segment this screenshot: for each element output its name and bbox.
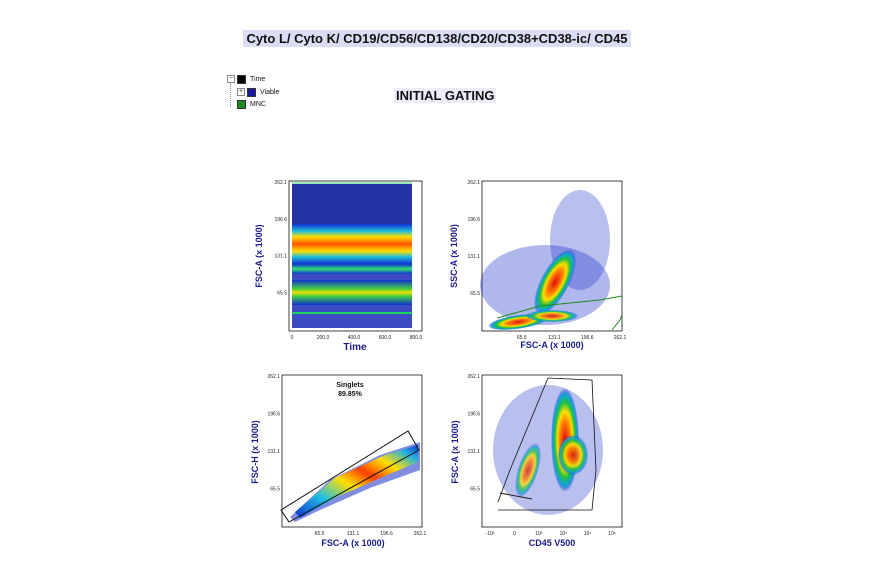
event-cloud-top [292, 184, 412, 224]
plot-time-vs-fsc: 0 200.0 400.0 600.0 800.0 65.5 131.1 196.6 262.… [254, 180, 422, 353]
band-main [292, 224, 412, 264]
y-axis-label: FSC-A (x 1000) [450, 420, 460, 483]
x-tick-label: 400.0 [348, 335, 361, 341]
cd45-gate [497, 377, 597, 511]
page-title: Cyto L/ Cyto K/ CD19/CD56/CD138/CD20/CD3… [0, 30, 874, 47]
x-ticks: 65.5 131.1 196.6 262.1 [315, 531, 427, 537]
x-ticks: -10² 0 10² 10³ 10⁴ 10⁵ [486, 531, 616, 537]
x-tick-label: 600.0 [379, 335, 392, 341]
section-subtitle: INITIAL GATING [394, 88, 497, 103]
y-tick-label: 65.5 [470, 487, 480, 493]
x-tick-label: -10² [486, 531, 495, 537]
x-axis-label: CD45 V500 [529, 538, 576, 548]
y-ticks: 65.5 131.1 196.6 262.1 [467, 374, 480, 493]
x-tick-label: 196.6 [581, 335, 594, 341]
y-tick-label: 131.1 [274, 254, 287, 260]
x-tick-label: 10³ [560, 531, 568, 537]
x-tick-label: 10² [535, 531, 543, 537]
mnc-gate-corner [611, 314, 623, 331]
gate-row-viable[interactable]: + Viable [237, 87, 279, 97]
y-tick-label: 262.1 [467, 180, 480, 186]
tree-connector [230, 83, 231, 107]
y-tick-label: 131.1 [467, 449, 480, 455]
plot-fsc-vs-ssc: 65.5 131.1 196.6 262.1 65.5131.1196.6262.1 … [449, 180, 626, 350]
gate-color-swatch [237, 99, 246, 109]
gate-row-time[interactable]: − Time [227, 74, 265, 84]
gate-row-mnc[interactable]: MNC [237, 99, 266, 109]
x-tick-label: 262.1 [414, 531, 427, 537]
y-tick-label: 131.1 [467, 254, 480, 260]
y-ticks: 65.5 131.1 196.6 262.1 [267, 374, 280, 493]
x-tick-label: 196.6 [380, 531, 393, 537]
x-axis-label: FSC-A (x 1000) [520, 340, 583, 350]
x-tick-label: 262.1 [614, 335, 627, 341]
x-axis-label: Time [343, 342, 367, 353]
x-axis-label: FSC-A (x 1000) [321, 538, 384, 548]
singlet-population [295, 445, 418, 518]
expand-icon[interactable]: + [237, 88, 245, 96]
band-secondary [292, 264, 412, 274]
x-tick-label: 65.5 [517, 335, 527, 341]
cd45-bright-population-lobe [558, 435, 588, 475]
gate-segment [499, 492, 533, 500]
y-axis-label: FSC-H (x 1000) [250, 420, 260, 484]
x-tick-label: 10⁴ [584, 531, 592, 537]
y-tick-label: 65.5 [277, 290, 287, 296]
monocyte-population [526, 310, 578, 322]
y-tick-label: 196.6 [274, 217, 287, 223]
x-tick-label: 131.1 [548, 335, 561, 341]
y-tick-label: 196.6 [467, 217, 480, 223]
x-tick-label: 131.1 [347, 531, 360, 537]
y-tick-label: 196.6 [267, 412, 280, 418]
x-tick-label: 65.5 [315, 531, 325, 537]
y-ticks: 65.5 131.1 196.6 262.1 [467, 180, 480, 297]
plot-cd45-vs-fsc: -10² 0 10² 10³ 10⁴ 10⁵ 65.5 131.1 196.6 262.1 CD… [450, 374, 623, 548]
mnc-gate [496, 295, 623, 319]
cd45-dim-population [515, 443, 541, 497]
x-ticks: 0 200.0 400.0 600.0 800.0 [291, 335, 423, 341]
y-ticks: 65.5 131.1 196.6 262.1 [274, 180, 287, 296]
collapse-icon[interactable]: − [227, 75, 235, 83]
y-tick-label: 196.6 [467, 412, 480, 418]
x-tick-label: 0 [513, 531, 516, 537]
gate-color-swatch [237, 74, 246, 84]
gate-label: Viable [260, 88, 280, 96]
y-tick-label: 65.5 [270, 487, 280, 493]
plot-fsc-a-vs-fsc-h: Singlets 89.85% 65.5 131.1 196.6 262.1 65.5… [250, 374, 426, 548]
x-tick-label: 10⁵ [608, 531, 616, 537]
y-axis-label: SSC-A (x 1000) [449, 224, 459, 288]
gate-label: Time [250, 75, 266, 83]
granulocyte-population [534, 249, 576, 315]
y-tick-label: 262.1 [467, 374, 480, 380]
x-tick-label: 200.0 [317, 335, 330, 341]
gate-name: Singlets [336, 382, 363, 389]
plot-frame [481, 374, 623, 528]
x-tick-label: 800.0 [410, 335, 423, 341]
y-tick-label: 262.1 [267, 374, 280, 380]
gate-label: MNC [250, 100, 266, 108]
y-tick-label: 131.1 [267, 449, 280, 455]
gate-percent: 89.85% [338, 391, 363, 398]
y-tick-label: 65.5 [470, 291, 480, 297]
x-ticks: 65.5 131.1 196.6 262.1 [517, 335, 627, 341]
gate-color-swatch [247, 87, 256, 97]
y-tick-label: 262.1 [274, 180, 287, 186]
singlets-gate [280, 430, 420, 523]
band-lower [292, 280, 412, 305]
x-tick-label: 0 [291, 335, 294, 341]
y-axis-label: FSC-A (x 1000) [254, 224, 264, 287]
